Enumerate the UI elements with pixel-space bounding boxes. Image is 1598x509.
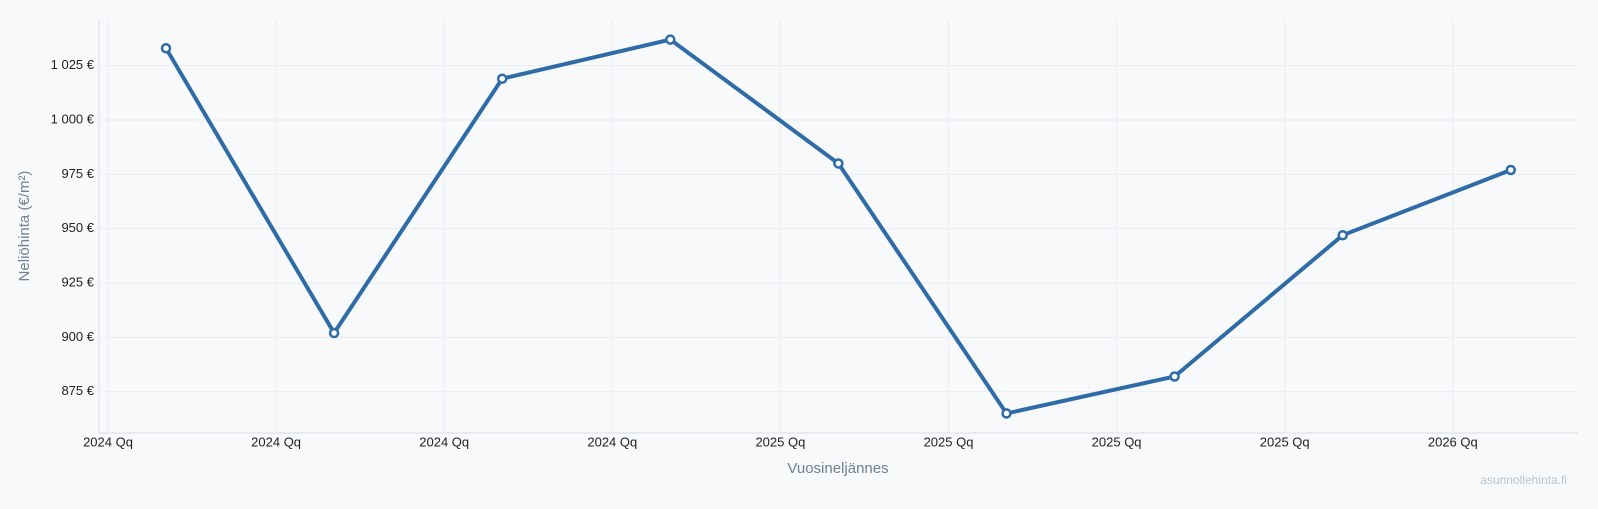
x-tick-label: 2024 Qq <box>251 434 301 449</box>
y-tick-label: 900 € <box>61 329 94 344</box>
point <box>160 43 172 54</box>
y-axis-title: Neliöhinta (€/m²) <box>16 171 33 282</box>
point <box>1169 371 1180 382</box>
x-tick-label: 2025 Qq <box>755 434 805 449</box>
watermark: asunnollehinta.fi <box>1480 473 1567 487</box>
x-tick-label: 2025 Qq <box>1260 434 1310 449</box>
point <box>665 34 676 45</box>
x-tick-label: 2025 Qq <box>1092 434 1142 449</box>
point <box>833 158 844 169</box>
y-tick-label: 875 € <box>61 383 94 398</box>
point <box>1505 164 1517 176</box>
point <box>328 327 340 339</box>
x-tick-label: 2024 Qq <box>83 434 133 449</box>
y-tick-label: 975 € <box>61 166 94 181</box>
x-tick-label: 2026 Qq <box>1428 434 1478 449</box>
x-tick-label: 2024 Qq <box>587 434 637 449</box>
y-tick-label: 950 € <box>61 220 94 235</box>
y-tick-label: 925 € <box>61 274 94 289</box>
point <box>1001 408 1012 419</box>
y-tick-label: 1 000 € <box>51 111 95 126</box>
x-tick-label: 2025 Qq <box>924 434 974 449</box>
point <box>496 73 508 84</box>
point <box>1337 229 1348 241</box>
y-tick-label: 1 025 € <box>51 57 95 72</box>
x-tick-label: 2024 Qq <box>419 434 469 449</box>
x-axis-title: Vuosineljännes <box>787 460 888 477</box>
